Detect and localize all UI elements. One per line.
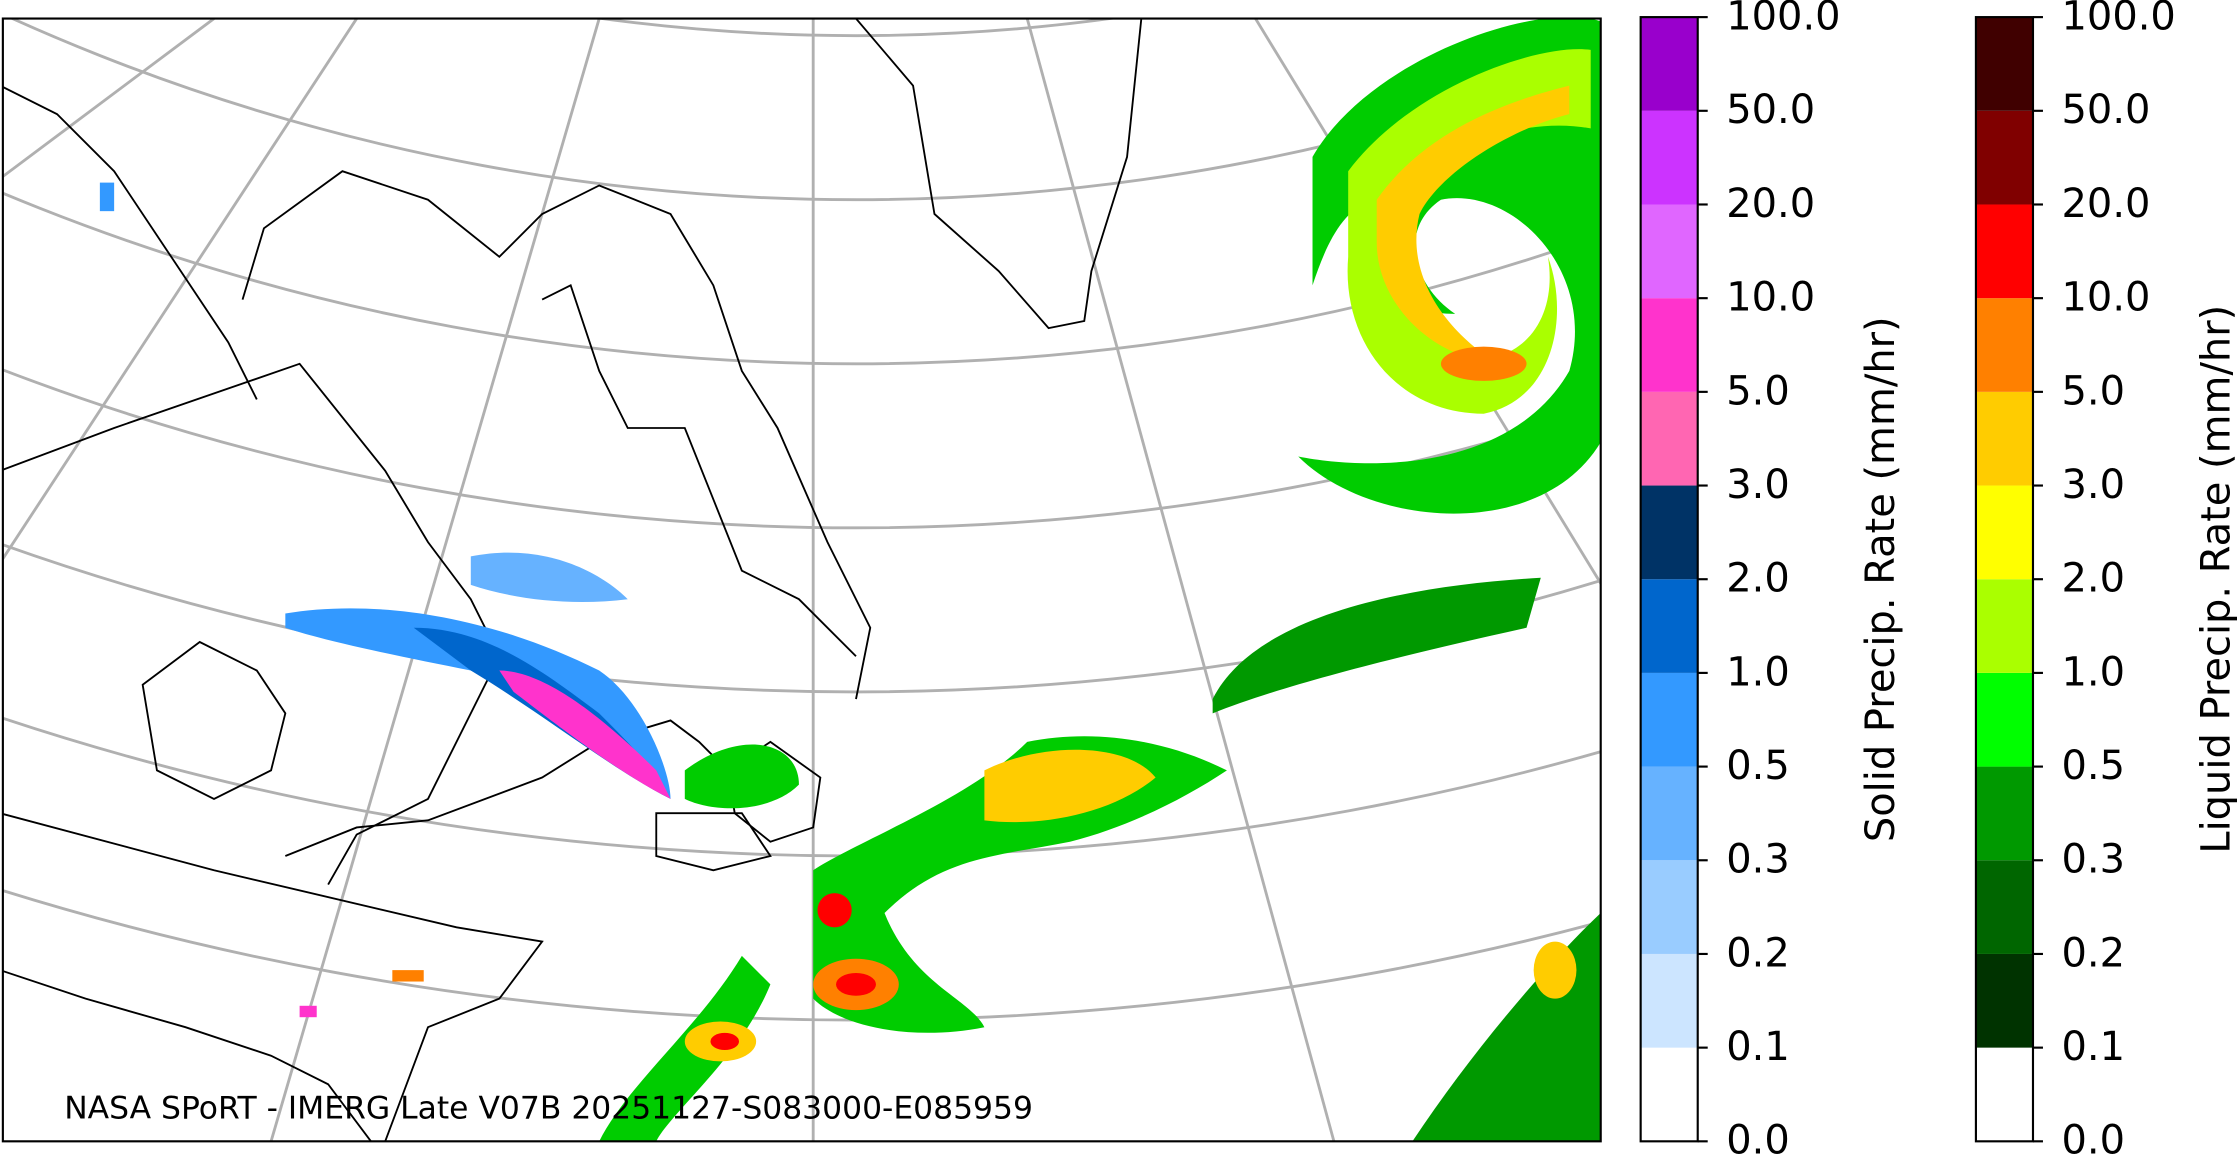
colorbar-segment <box>1640 672 1698 767</box>
colorbar-tick-label: 0.5 <box>2062 743 2126 789</box>
colorbar-segment <box>1975 766 2033 861</box>
colorbar-segment <box>1975 485 2033 580</box>
colorbar-tick-label: 10.0 <box>2062 275 2151 321</box>
colorbar-tick-label: 0.2 <box>1726 930 1790 976</box>
colorbar-label: Solid Precip. Rate (mm/hr) <box>1858 316 1904 842</box>
colorbar-segment <box>1640 391 1698 486</box>
colorbar-tick-label: 0.1 <box>2062 1024 2126 1070</box>
colorbar-segment <box>1975 953 2033 1048</box>
colorbar-tick-label: 50.0 <box>1726 87 1815 133</box>
colorbar-segment <box>1640 17 1698 111</box>
colorbar-segment <box>1640 110 1698 205</box>
colorbar-tick-label: 2.0 <box>1726 556 1790 602</box>
colorbar-segment <box>1640 579 1698 673</box>
colorbar-segment <box>1640 953 1698 1048</box>
coastlines <box>2 18 1143 1142</box>
precipitation <box>99 18 1601 1142</box>
colorbar-segment <box>1975 204 2033 299</box>
colorbar-tick-label: 3.0 <box>2062 462 2126 508</box>
colorbar-tick-label: 10.0 <box>1726 275 1815 321</box>
colorbar-tick-label: 100.0 <box>1726 0 1840 40</box>
colorbar-tick-label: 1.0 <box>1726 649 1790 695</box>
colorbar-tick-label: 0.3 <box>2062 837 2126 883</box>
map <box>2 18 1601 1142</box>
colorbar-segment <box>1975 391 2033 486</box>
colorbar-segment <box>1975 860 2033 954</box>
colorbar-tick-label: 0.1 <box>1726 1024 1790 1070</box>
colorbar-segment <box>1975 110 2033 205</box>
colorbar-tick-label: 5.0 <box>1726 368 1790 414</box>
colorbar-tick-label: 100.0 <box>2062 0 2176 40</box>
colorbar-segment <box>1975 298 2033 392</box>
colorbar-segment <box>1640 298 1698 392</box>
colorbar-segment <box>1640 485 1698 580</box>
colorbar-segment <box>1975 672 2033 767</box>
colorbar-segment <box>1640 766 1698 861</box>
colorbar-tick-label: 50.0 <box>2062 87 2151 133</box>
colorbar-tick-label: 20.0 <box>2062 181 2151 227</box>
colorbar-segment <box>1975 579 2033 673</box>
colorbar-segment <box>1640 204 1698 299</box>
colorbar-segment <box>1975 17 2033 111</box>
colorbar-tick-label: 2.0 <box>2062 556 2126 602</box>
colorbar-tick-label: 3.0 <box>1726 462 1790 508</box>
colorbar-tick-label: 5.0 <box>2062 368 2126 414</box>
colorbar-tick-label: 0.0 <box>1726 1118 1790 1164</box>
colorbar-tick-label: 0.2 <box>2062 930 2126 976</box>
colorbar-tick-label: 0.5 <box>1726 743 1790 789</box>
colorbar-tick-label: 1.0 <box>2062 649 2126 695</box>
colorbar-label: Liquid Precip. Rate (mm/hr) <box>2193 305 2237 854</box>
map-frame <box>1 17 1602 1143</box>
colorbar-tick-label: 20.0 <box>1726 181 1815 227</box>
colorbar-tick-label: 0.0 <box>2062 1118 2126 1164</box>
colorbar-segment <box>1640 1047 1698 1142</box>
colorbar-segment <box>1975 1047 2033 1142</box>
colorbar-tick-label: 0.3 <box>1726 837 1790 883</box>
colorbar-segment <box>1640 860 1698 954</box>
caption: NASA SPoRT - IMERG Late V07B 20251127-S0… <box>64 1090 1033 1126</box>
